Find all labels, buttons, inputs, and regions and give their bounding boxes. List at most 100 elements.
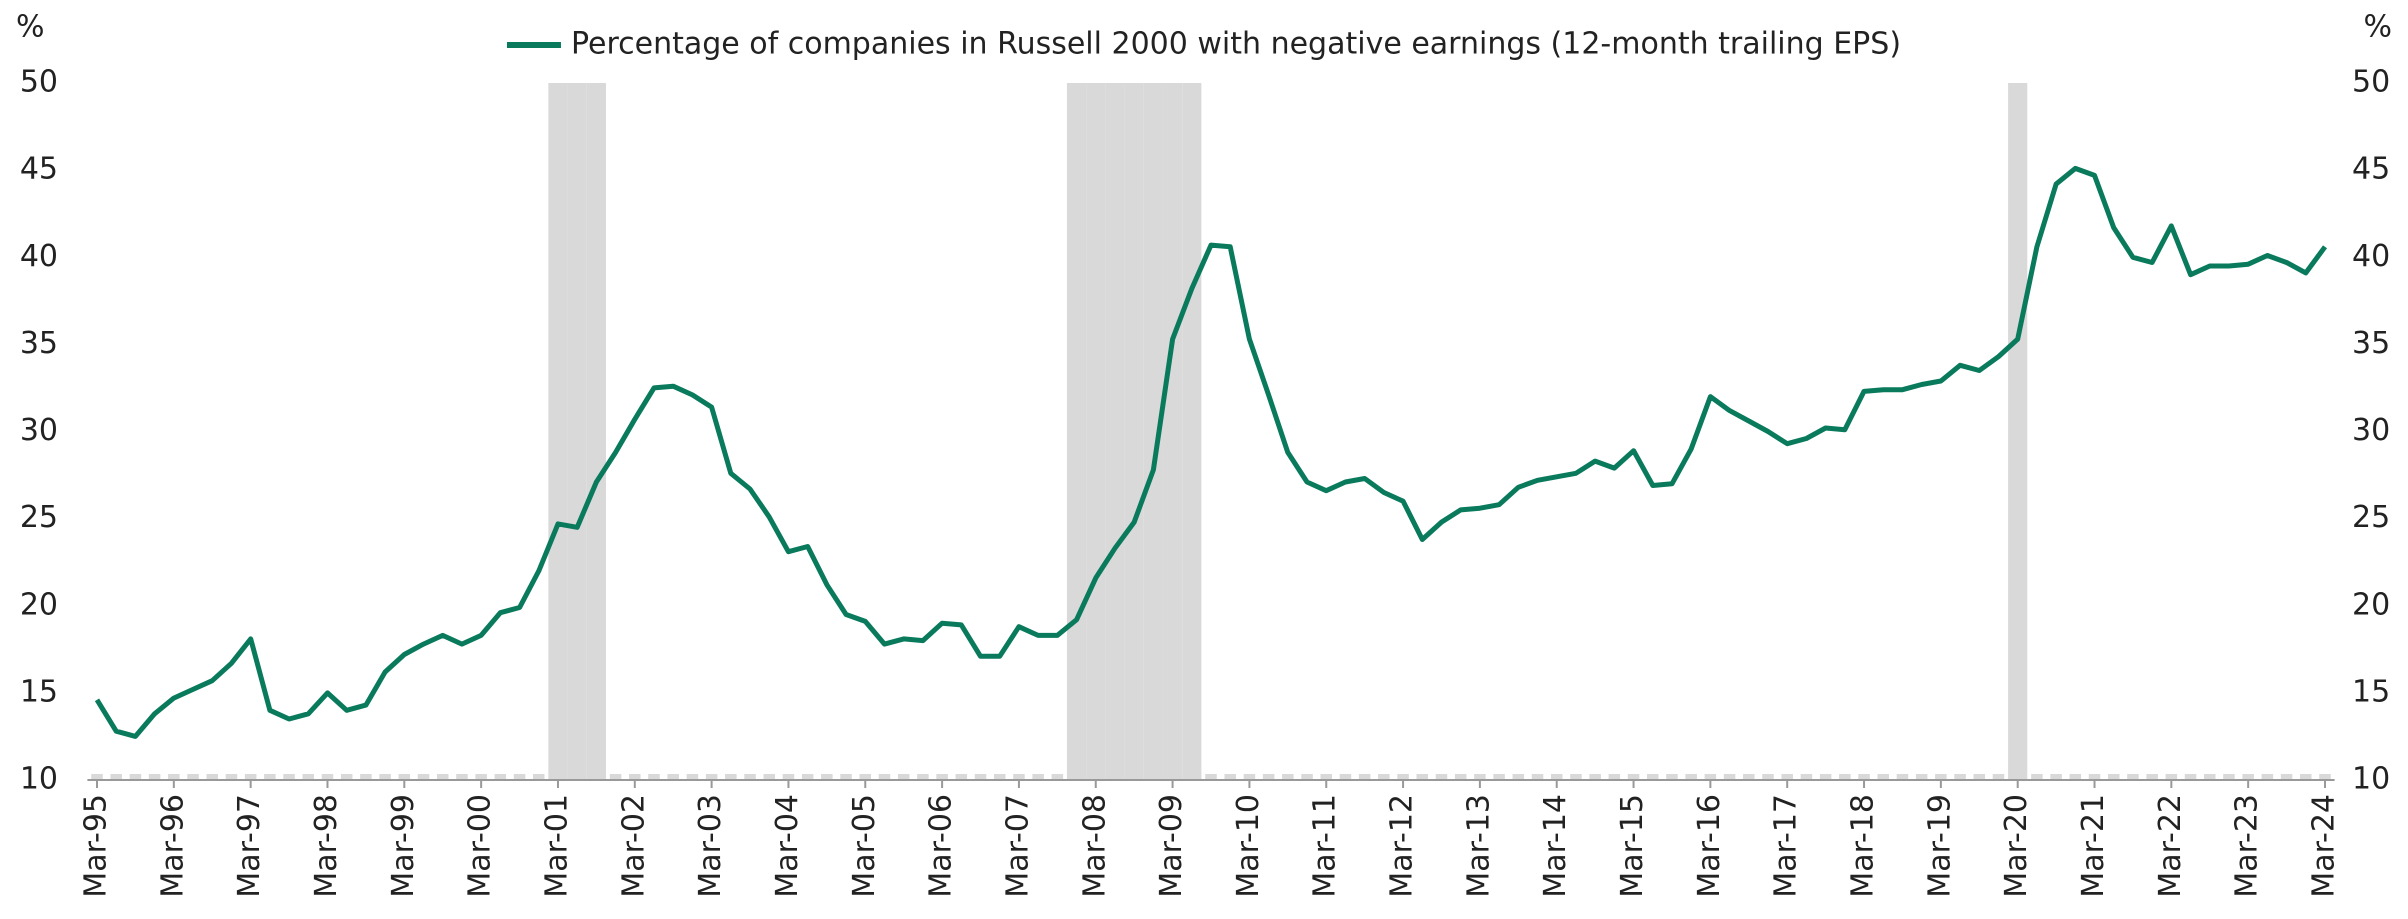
recession-bar: [1435, 774, 1448, 780]
recession-bar: [1685, 774, 1697, 780]
recession-bar: [1339, 774, 1352, 780]
y2-tick-label: 10: [2352, 762, 2390, 797]
recession-bar: [2146, 774, 2158, 780]
recession-bar: [148, 774, 161, 780]
recession-bar: [187, 774, 199, 780]
x-tick-label: Mar-21: [2076, 794, 2111, 898]
recession-bar: [2280, 774, 2293, 780]
recession-bar: [1992, 774, 2005, 780]
data-line: [94, 165, 2328, 739]
recession-bar: [1839, 774, 1851, 780]
recession-bar: [1531, 774, 1544, 780]
recession-bar: [897, 774, 910, 780]
recession-bar: [360, 774, 372, 780]
recession-bar: [1781, 774, 1793, 780]
recession-bar: [2300, 774, 2312, 780]
recession-bar: [2242, 774, 2254, 780]
recession-bar: [1124, 83, 1144, 780]
recession-bar: [1378, 774, 1390, 780]
recession-bar: [1704, 774, 1717, 780]
y2-tick-label: 45: [2352, 152, 2390, 187]
recession-bar: [206, 774, 219, 780]
x-tick-label: Mar-13: [1461, 794, 1496, 898]
recession-bar: [1182, 83, 1202, 780]
recession-bar: [321, 774, 334, 780]
recession-bar: [283, 774, 295, 780]
x-tick-label: Mar-22: [2153, 794, 2188, 898]
recession-bar: [1743, 774, 1755, 780]
recession-bar: [1570, 774, 1582, 780]
recession-bar: [744, 774, 756, 780]
recession-bar: [1608, 774, 1621, 780]
recession-bar: [993, 774, 1006, 780]
y2-tick-label: 30: [2352, 413, 2390, 448]
recession-bar: [548, 83, 568, 780]
x-tick-label: Mar-18: [1846, 794, 1881, 898]
y2-tick-label: 15: [2352, 674, 2390, 709]
recession-bar: [225, 774, 238, 780]
recession-bar: [1762, 774, 1774, 780]
recession-bar: [1358, 774, 1371, 780]
y-tick-label: 50: [20, 65, 58, 100]
recession-bar: [1723, 774, 1736, 780]
x-tick-label: Mar-17: [1769, 794, 1804, 898]
recession-bar: [1973, 774, 1986, 780]
recession-bar: [1454, 774, 1467, 780]
recession-bar: [264, 774, 276, 780]
recession-bar: [586, 83, 606, 780]
x-tick-label: Mar-12: [1385, 794, 1420, 898]
recession-bar: [1243, 774, 1256, 780]
recession-bar: [1589, 774, 1601, 780]
x-tick-label: Mar-24: [2307, 794, 2342, 898]
recession-bar: [1262, 774, 1275, 780]
x-tick-label: Mar-19: [1922, 794, 1957, 898]
recession-bar: [2127, 774, 2139, 780]
recession-bar: [1013, 774, 1025, 780]
recession-bar: [168, 774, 180, 780]
recession-bar: [2261, 774, 2274, 780]
recession-bar: [2319, 774, 2331, 780]
x-tick-label: Mar-11: [1308, 794, 1343, 898]
recession-bar: [1858, 774, 1870, 780]
recession-bar: [782, 774, 795, 780]
y2-tick-label: 50: [2352, 65, 2390, 100]
recession-bar: [567, 83, 587, 780]
recession-bar: [917, 774, 929, 780]
x-tick-label: Mar-15: [1615, 794, 1650, 898]
recession-bar: [2069, 774, 2082, 780]
x-tick-label: Mar-23: [2230, 794, 2265, 898]
x-tick-label: Mar-02: [616, 794, 651, 898]
recession-bar: [1397, 774, 1409, 780]
x-tick-label: Mar-09: [1154, 794, 1189, 898]
x-tick-label: Mar-99: [386, 794, 421, 898]
recession-bar: [1915, 774, 1928, 780]
recession-bar: [629, 774, 641, 780]
recession-bar: [1282, 774, 1294, 780]
recession-bar: [1646, 774, 1659, 780]
recession-bar: [513, 774, 526, 780]
x-tick-label: Mar-20: [1999, 794, 2034, 898]
recession-bar: [1800, 774, 1813, 780]
recession-bar: [1474, 774, 1486, 780]
recession-bar: [2050, 774, 2062, 780]
recession-bar: [1205, 774, 1217, 780]
recession-bar: [1896, 774, 1909, 780]
y2-tick-label: 35: [2352, 326, 2390, 361]
recession-bar: [821, 774, 833, 780]
recession-bar: [110, 774, 122, 780]
recession-bar: [436, 774, 449, 780]
x-tick-label: Mar-07: [1000, 794, 1035, 898]
recession-bar: [475, 774, 487, 780]
recession-bar: [1143, 83, 1163, 780]
recession-bar: [2008, 83, 2028, 780]
recession-bar: [705, 774, 718, 780]
recession-bar: [974, 774, 987, 780]
recession-bar: [532, 774, 545, 780]
legend-label: Percentage of companies in Russell 2000 …: [571, 27, 1901, 62]
recession-bar: [1032, 774, 1044, 780]
y2-axis-unit: %: [2363, 10, 2392, 45]
recession-bar: [1493, 774, 1505, 780]
y-tick-label: 15: [20, 674, 58, 709]
y-axis-unit: %: [16, 10, 45, 45]
recession-bar: [1954, 774, 1966, 780]
